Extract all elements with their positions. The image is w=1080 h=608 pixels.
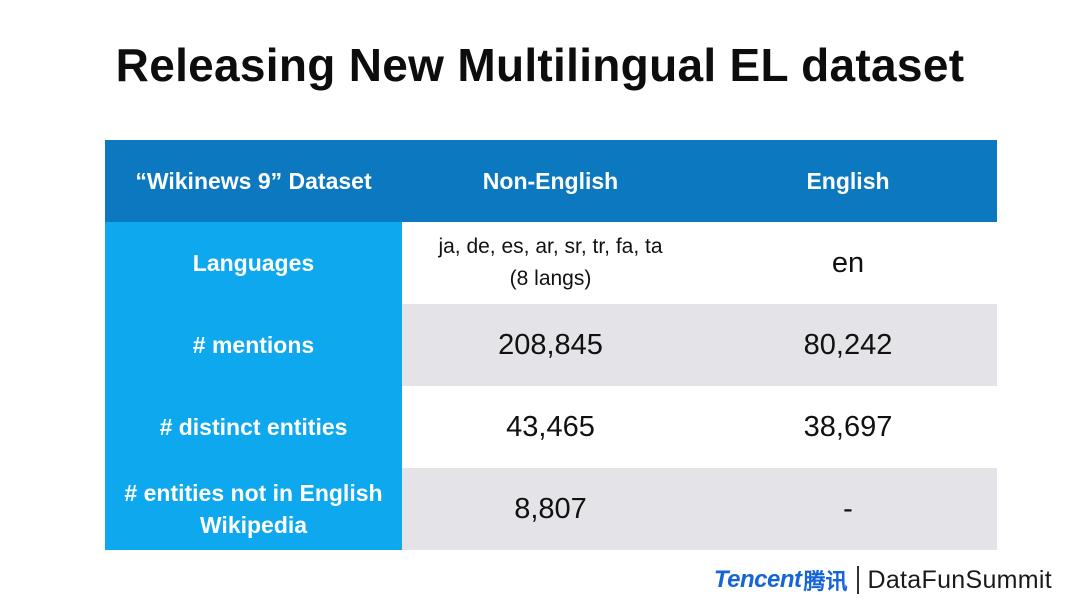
- datafun-summit-logo: DataFunSummit: [867, 565, 1052, 594]
- table-row: # entities not in English Wikipedia 8,80…: [105, 468, 997, 550]
- cell-distinct-non-english: 43,465: [402, 386, 699, 468]
- row-label-languages: Languages: [105, 222, 402, 304]
- header-dataset: “Wikinews 9” Dataset: [105, 140, 402, 222]
- row-label-line1: # entities not in English: [124, 480, 383, 506]
- table-header-row: “Wikinews 9” Dataset Non-English English: [105, 140, 997, 222]
- tencent-logo: Tencent: [713, 566, 802, 593]
- row-label-mentions: # mentions: [105, 304, 402, 386]
- dataset-table: “Wikinews 9” Dataset Non-English English…: [105, 140, 997, 550]
- cell-mentions-non-english: 208,845: [402, 304, 699, 386]
- cell-not-in-wiki-english: -: [699, 468, 997, 550]
- table-row: # distinct entities 43,465 38,697: [105, 386, 997, 468]
- logo-divider: [857, 566, 860, 594]
- header-english: English: [699, 140, 997, 222]
- cell-not-in-wiki-non-english: 8,807: [402, 468, 699, 550]
- cell-distinct-english: 38,697: [699, 386, 997, 468]
- cell-mentions-english: 80,242: [699, 304, 997, 386]
- row-label-line2: Wikipedia: [199, 512, 308, 538]
- languages-list: ja, de, es, ar, sr, tr, fa, ta: [438, 235, 663, 258]
- row-label-entities-not-in-wikipedia: # entities not in English Wikipedia: [105, 468, 402, 550]
- header-non-english: Non-English: [402, 140, 699, 222]
- row-label-distinct-entities: # distinct entities: [105, 386, 402, 468]
- languages-count: (8 langs): [509, 267, 592, 290]
- slide-title: Releasing New Multilingual EL dataset: [115, 39, 965, 91]
- footer-logos: Tencent 腾讯 DataFunSummit: [714, 562, 1052, 598]
- cell-languages-non-english: ja, de, es, ar, sr, tr, fa, ta (8 langs): [402, 222, 699, 304]
- table-row: Languages ja, de, es, ar, sr, tr, fa, ta…: [105, 222, 997, 304]
- tencent-logo-cn: 腾讯: [803, 569, 848, 594]
- cell-languages-english: en: [699, 222, 997, 304]
- table-row: # mentions 208,845 80,242: [105, 304, 997, 386]
